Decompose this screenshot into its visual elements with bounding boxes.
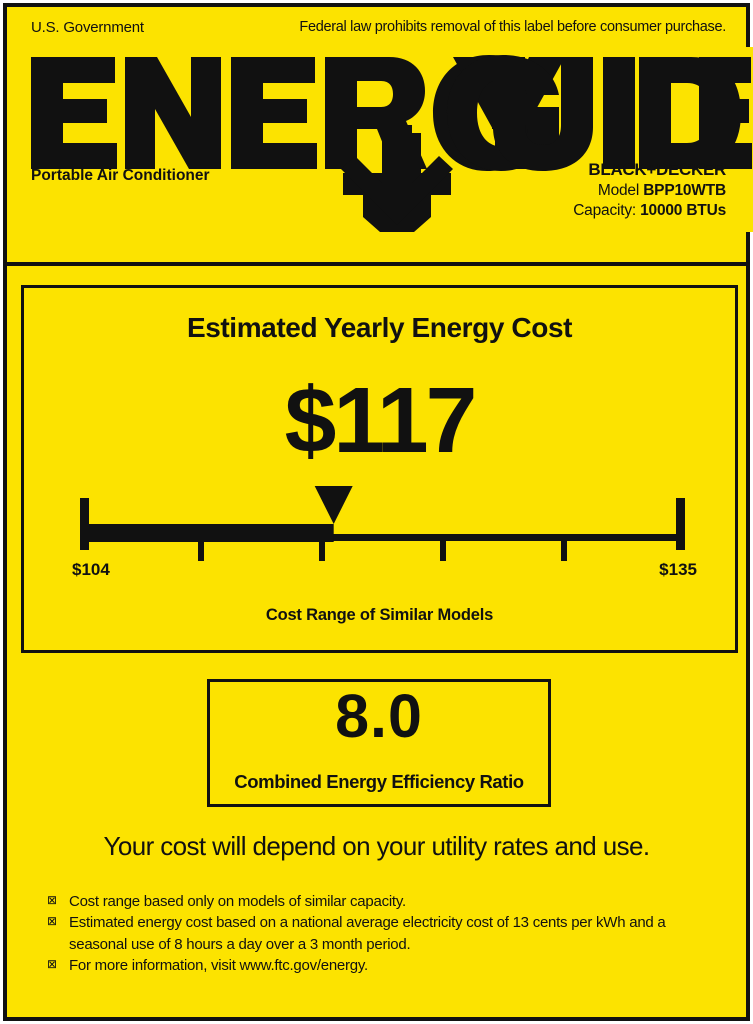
footnote-item: ⊠ For more information, visit www.ftc.go… — [47, 955, 716, 976]
footnote-text: Cost range based only on models of simil… — [69, 893, 406, 910]
cost-range-low: $104 — [72, 560, 110, 579]
brand-name: BLACK+DECKER — [588, 160, 726, 179]
ceer-value: 8.0 — [335, 682, 423, 750]
scale-tick — [319, 541, 325, 561]
estimated-cost-amount: $117 — [284, 368, 478, 472]
energyguide-wordmark-exact — [7, 47, 753, 232]
scale-tick — [561, 541, 567, 561]
scale-right-cap — [676, 498, 685, 550]
product-category: Portable Air Conditioner — [31, 167, 210, 184]
header-divider — [7, 262, 746, 266]
scale-ticks — [198, 541, 567, 561]
scale-baseline — [80, 534, 685, 541]
footnote-item: ⊠ Cost range based only on models of sim… — [47, 891, 716, 912]
brand-info-block: BLACK+DECKER Model BPP10WTB Capacity: 10… — [573, 159, 726, 221]
footnote-item: ⊠ Estimated energy cost based on a natio… — [47, 912, 716, 955]
estimated-cost-title: Estimated Yearly Energy Cost — [186, 312, 573, 343]
boxed-x-icon: ⊠ — [47, 914, 57, 929]
agency-text: U.S. Government — [31, 19, 144, 36]
scale-tick — [440, 541, 446, 561]
model-line: Model BPP10WTB — [573, 181, 726, 201]
cost-range-high: $135 — [659, 560, 697, 579]
label-frame: U.S. Government Federal law prohibits re… — [3, 3, 753, 1021]
footnote-text: Estimated energy cost based on a nationa… — [69, 914, 666, 953]
model-number: BPP10WTB — [643, 182, 726, 200]
cost-range-scale-svg — [80, 486, 685, 561]
cost-range-scale — [68, 486, 698, 576]
scale-tick — [198, 541, 204, 561]
legal-notice-text: Federal law prohibits removal of this la… — [299, 19, 726, 35]
model-prefix: Model — [597, 182, 644, 200]
capacity-line: Capacity: 10000 BTUs — [573, 201, 726, 221]
ceer-label: Combined Energy Efficiency Ratio — [234, 771, 524, 792]
footnotes: ⊠ Cost range based only on models of sim… — [47, 891, 716, 976]
energyguide-down-arrow — [341, 125, 453, 225]
boxed-x-icon: ⊠ — [47, 893, 57, 907]
scale-fill-bar — [80, 524, 334, 542]
wordmark-glyphs — [31, 55, 752, 232]
capacity-prefix: Capacity: — [573, 202, 641, 220]
tagline: Your cost will depend on your utility ra… — [103, 831, 651, 861]
cost-marker-triangle — [314, 486, 353, 524]
cost-range-caption: Cost Range of Similar Models — [265, 606, 494, 624]
boxed-x-icon: ⊠ — [47, 956, 57, 971]
estimated-cost-box: Estimated Yearly Energy Cost $117 — [21, 285, 738, 653]
capacity-value: 10000 BTUs — [640, 202, 726, 220]
footnote-text: For more information, visit www.ftc.gov/… — [69, 956, 368, 974]
ceer-box: 8.0 Combined Energy Efficiency Ratio — [207, 679, 551, 807]
